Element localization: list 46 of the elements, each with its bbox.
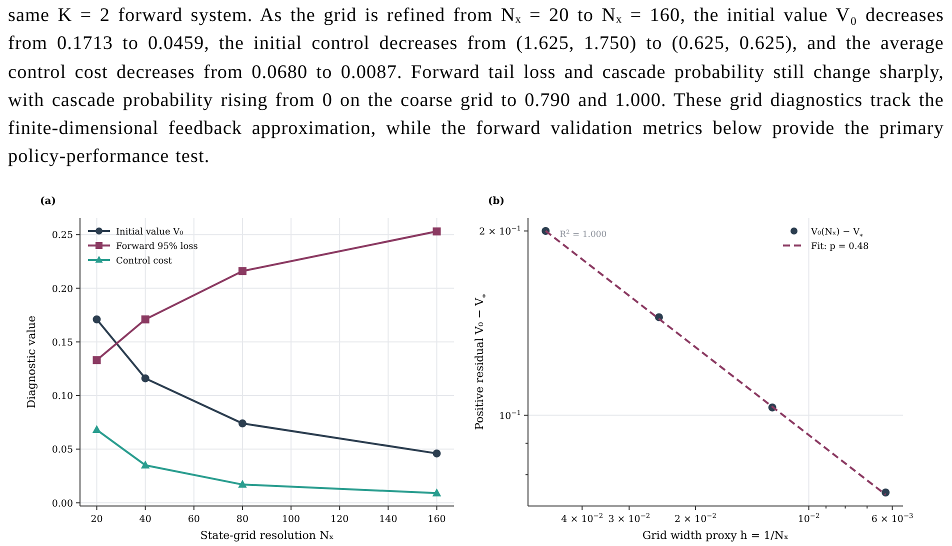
point [432, 449, 441, 458]
x-tick-label: 20 [90, 514, 103, 525]
point [432, 488, 442, 496]
legend-label: Forward 95% loss [116, 242, 198, 252]
y-axis-title: Diagnostic value [25, 316, 38, 408]
point [882, 488, 890, 497]
point [238, 267, 246, 276]
x-tick-label: 3 × 10$^{−2}$ [608, 512, 650, 525]
x-tick-label: 140 [379, 514, 398, 525]
point [141, 374, 150, 382]
x-tick-label: 2 × 10$^{−2}$ [674, 512, 716, 525]
y-tick-label: 10$^{−1}$ [499, 408, 521, 422]
y-tick-label: 0.20 [52, 284, 73, 295]
chart-title: (b) [488, 196, 504, 207]
text: same K = 2 forward system. As the grid is refined from Nₓ = 20 to Nₓ = 160, the initial value V₀ decreases from 0.1713 to 0.0459, the initial control decreases from (1.625, 1.750) to (0.625, 0.625), and the average control cost decreases from 0.0680 to 0.0087. Forward tail loss and cascade probability still change sharply, with cascade probability rising from 0 on the coarse grid to 0.790 and 1.000. These grid diagnostics track the finite-dimensional feedback approximation, while the forward validation metrics below provide the primary policy-performance test. [8, 4, 944, 170]
legend-label: Fit: p = 0.48 [811, 242, 869, 252]
x-tick-label: 120 [330, 514, 349, 525]
y-tick-label: 0.25 [52, 230, 73, 242]
legend-label: V₀(Nₓ) − V$_{*}$ [810, 228, 864, 240]
x-tick-label: 6 × 10$^{−3}$ [871, 512, 914, 525]
point [238, 480, 247, 488]
y-tick-label: 2 × 10$^{−1}$ [479, 224, 521, 238]
point [92, 356, 101, 364]
legend-label: Control cost [116, 256, 172, 266]
x-axis-title: State-grid resolution Nₓ [200, 529, 334, 542]
x-tick-label: 80 [236, 514, 249, 525]
x-tick-label: 60 [188, 514, 200, 525]
x-tick-label: 160 [428, 514, 446, 525]
point [141, 315, 150, 324]
y-tick-label: 0.05 [52, 444, 73, 456]
legend-label: Initial value V₀ [116, 228, 184, 238]
point [92, 315, 101, 324]
point [238, 419, 246, 428]
chart-title: (a) [40, 196, 56, 207]
x-axis-title: Grid width proxy h = 1/Nₓ [642, 529, 789, 542]
point [92, 425, 102, 434]
y-tick-label: 0.10 [52, 391, 73, 402]
y-tick-label: 0.15 [52, 337, 73, 348]
y-tick-label: 0.00 [52, 498, 73, 510]
x-tick-label: 40 [139, 514, 152, 525]
x-tick-label: 10$^{−2}$ [798, 512, 820, 525]
point [140, 460, 150, 468]
point [432, 227, 441, 236]
annotation: R$^{2}$ = 1.000 [560, 228, 607, 240]
x-tick-label: 4 × 10$^{−2}$ [561, 512, 604, 525]
x-tick-label: 100 [282, 514, 300, 525]
